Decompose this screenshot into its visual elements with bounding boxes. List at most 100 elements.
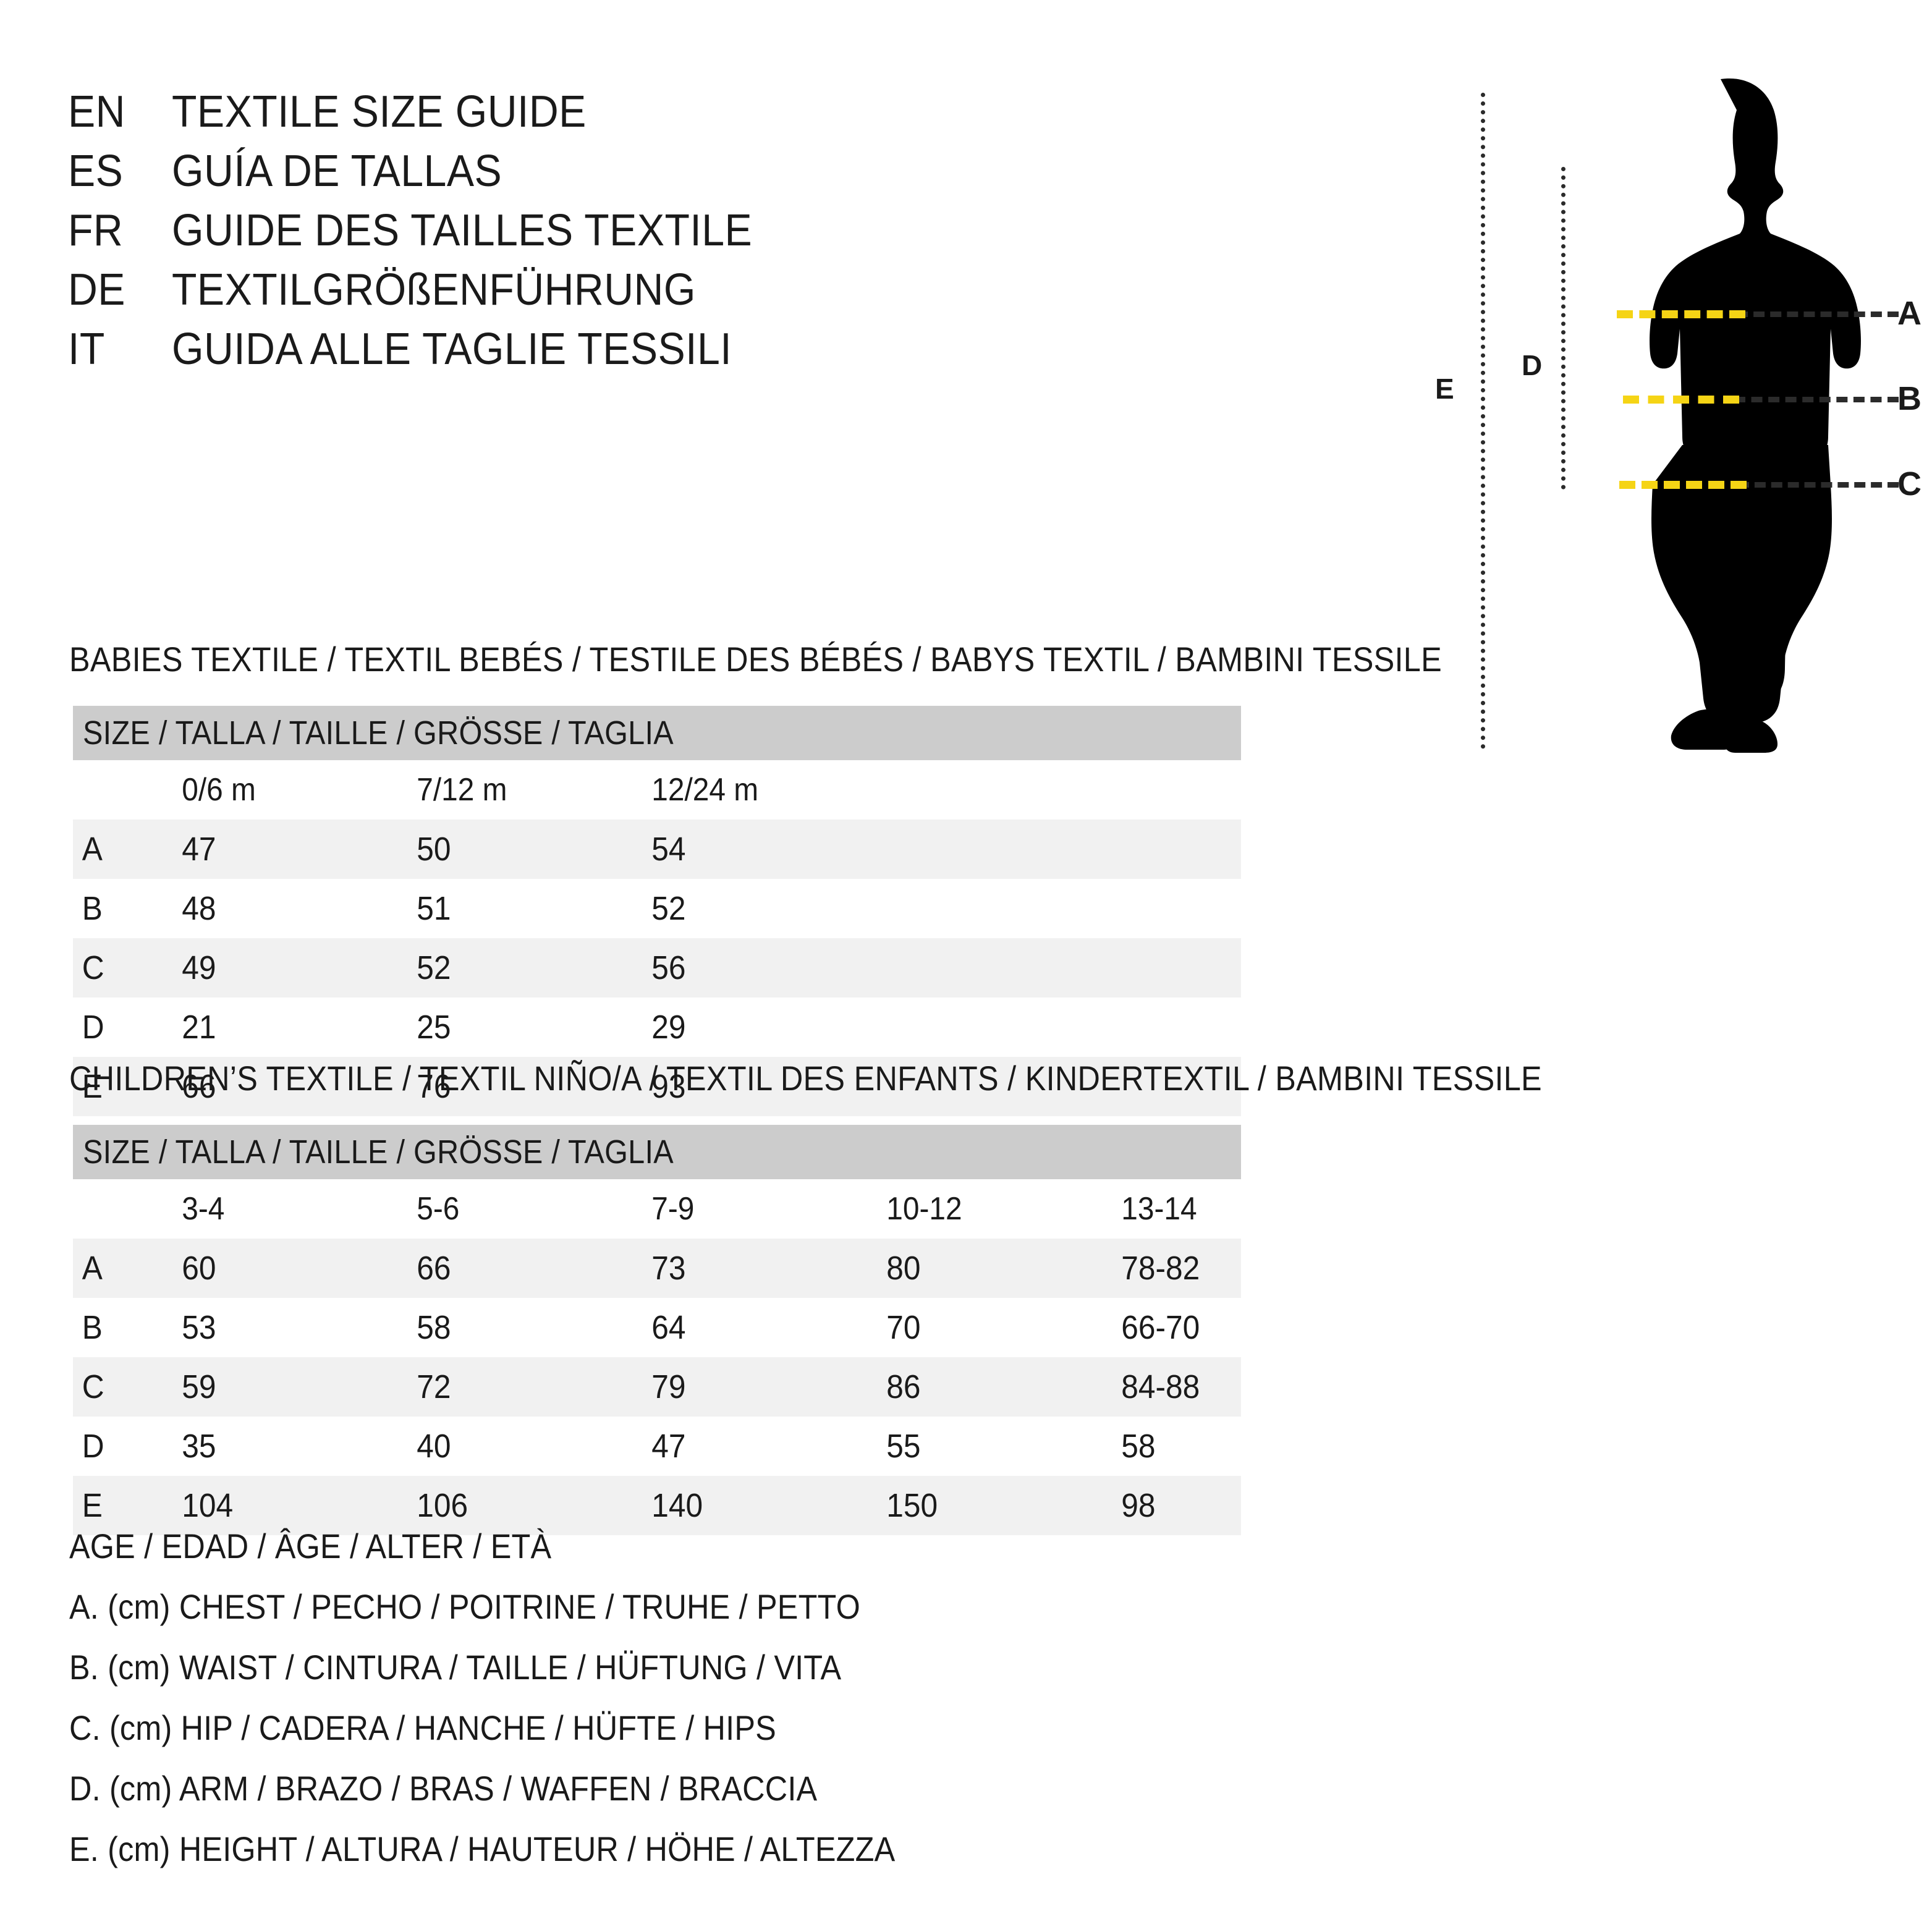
children-row-label-d: D <box>82 1428 104 1465</box>
table-row: D 21 25 29 <box>73 998 1241 1057</box>
language-code-en: EN <box>68 87 125 137</box>
table-row: A 47 50 54 <box>73 820 1241 879</box>
children-cell-a-4: 78-82 <box>1121 1250 1200 1287</box>
babies-cell-b-0: 48 <box>182 890 216 927</box>
language-title-list: EN TEXTILE SIZE GUIDE ES GUÍA DE TALLAS … <box>68 87 1057 383</box>
children-cell-d-3: 55 <box>886 1428 921 1465</box>
legend-item-d-text: D. (cm) ARM / BRAZO / BRAS / WAFFEN / BR… <box>69 1768 818 1808</box>
measurement-label-c: C <box>1897 465 1922 502</box>
waist-measurement-line <box>1623 396 1739 404</box>
children-cell-c-4: 84-88 <box>1121 1368 1200 1405</box>
children-cell-b-1: 58 <box>417 1309 451 1346</box>
table-row: E 66 76 93 <box>73 1057 1241 1116</box>
language-code-fr: FR <box>68 206 124 255</box>
babies-cell-a-1: 50 <box>417 831 451 868</box>
babies-cell-d-1: 25 <box>417 1009 451 1046</box>
children-cell-a-2: 73 <box>651 1250 686 1287</box>
children-cell-c-3: 86 <box>886 1368 921 1405</box>
table-row: A 60 66 73 80 78-82 <box>73 1239 1241 1298</box>
children-cell-c-1: 72 <box>417 1368 451 1405</box>
measurement-label-d: D <box>1522 349 1543 381</box>
child-silhouette-icon <box>1650 78 1861 753</box>
children-cell-a-3: 80 <box>886 1250 921 1287</box>
children-column-header-4: 13-14 <box>1121 1191 1197 1227</box>
language-row-en: EN TEXTILE SIZE GUIDE <box>68 87 1057 146</box>
waist-leader-line <box>1734 397 1899 402</box>
babies-cell-a-2: 54 <box>651 831 686 868</box>
hip-leader-line <box>1738 482 1899 488</box>
children-cell-a-1: 66 <box>417 1250 451 1287</box>
babies-cell-d-2: 29 <box>651 1009 686 1046</box>
language-row-es: ES GUÍA DE TALLAS <box>68 146 1057 205</box>
height-guide-line <box>1481 93 1485 749</box>
babies-cell-c-0: 49 <box>182 949 216 986</box>
babies-cell-c-1: 52 <box>417 949 451 986</box>
children-cell-e-1: 106 <box>417 1487 468 1524</box>
table-row: C 49 52 56 <box>73 938 1241 998</box>
legend-heading: AGE / EDAD / ÂGE / ALTER / ETÀ <box>69 1526 552 1566</box>
table-row: D 35 40 47 55 58 <box>73 1417 1241 1476</box>
children-cell-b-3: 70 <box>886 1309 921 1346</box>
babies-cell-d-0: 21 <box>182 1009 216 1046</box>
measurement-label-a: A <box>1897 295 1922 332</box>
babies-cell-e-2: 93 <box>651 1068 686 1105</box>
children-cell-e-2: 140 <box>651 1487 703 1524</box>
table-row: B 53 58 64 70 66-70 <box>73 1298 1241 1357</box>
language-code-it: IT <box>68 324 105 374</box>
table-row: C 59 72 79 86 84-88 <box>73 1357 1241 1417</box>
language-title-it: GUIDA ALLE TAGLIE TESSILI <box>172 324 732 374</box>
legend-item-b: B. (cm) WAIST / CINTURA / TAILLE / HÜFTU… <box>69 1637 1120 1697</box>
children-column-header-row: 3-4 5-6 7-9 10-12 13-14 <box>73 1179 1241 1239</box>
babies-column-header-1: 7/12 m <box>417 772 507 808</box>
language-title-es: GUÍA DE TALLAS <box>172 146 502 196</box>
legend-item-c: C. (cm) HIP / CADERA / HANCHE / HÜFTE / … <box>69 1697 1120 1758</box>
children-table-header-band: SIZE / TALLA / TAILLE / GRÖSSE / TAGLIA <box>73 1125 1241 1179</box>
babies-row-label-e: E <box>82 1068 103 1105</box>
babies-row-label-b: B <box>82 890 103 927</box>
babies-row-label-a: A <box>82 831 103 868</box>
language-row-de: DE TEXTILGRÖßENFÜHRUNG <box>68 265 1057 324</box>
chest-measurement-line <box>1617 310 1745 318</box>
children-row-label-e: E <box>82 1487 103 1524</box>
children-column-header-0: 3-4 <box>182 1191 225 1227</box>
language-code-es: ES <box>68 146 124 196</box>
language-code-de: DE <box>68 265 125 315</box>
babies-table-header-band: SIZE / TALLA / TAILLE / GRÖSSE / TAGLIA <box>73 706 1241 760</box>
children-cell-b-4: 66-70 <box>1121 1309 1200 1346</box>
legend-heading-row: AGE / EDAD / ÂGE / ALTER / ETÀ <box>69 1515 1120 1576</box>
babies-column-header-2: 12/24 m <box>651 772 759 808</box>
legend-item-a: A. (cm) CHEST / PECHO / POITRINE / TRUHE… <box>69 1576 1120 1637</box>
legend-item-d: D. (cm) ARM / BRAZO / BRAS / WAFFEN / BR… <box>69 1758 1120 1818</box>
babies-cell-a-0: 47 <box>182 831 216 868</box>
children-cell-e-3: 150 <box>886 1487 938 1524</box>
children-column-header-3: 10-12 <box>886 1191 962 1227</box>
measurement-label-b: B <box>1897 380 1922 417</box>
children-column-header-2: 7-9 <box>651 1191 695 1227</box>
legend-item-e-text: E. (cm) HEIGHT / ALTURA / HAUTEUR / HÖHE… <box>69 1829 896 1868</box>
babies-column-header-0: 0/6 m <box>182 772 256 808</box>
legend-item-e: E. (cm) HEIGHT / ALTURA / HAUTEUR / HÖHE… <box>69 1818 1120 1879</box>
children-cell-d-4: 58 <box>1121 1428 1156 1465</box>
table-row: E 104 106 140 150 98 <box>73 1476 1241 1535</box>
children-size-table: SIZE / TALLA / TAILLE / GRÖSSE / TAGLIA … <box>73 1125 1241 1535</box>
children-cell-d-0: 35 <box>182 1428 216 1465</box>
legend-item-b-text: B. (cm) WAIST / CINTURA / TAILLE / HÜFTU… <box>69 1647 842 1687</box>
children-section-title: CHILDREN’S TEXTILE / TEXTIL NIÑO/A / TEX… <box>69 1059 1542 1098</box>
legend-item-a-text: A. (cm) CHEST / PECHO / POITRINE / TRUHE… <box>69 1587 860 1626</box>
children-cell-c-0: 59 <box>182 1368 216 1405</box>
hip-measurement-line <box>1619 481 1747 489</box>
babies-cell-e-1: 76 <box>417 1068 451 1105</box>
chest-leader-line <box>1737 311 1899 317</box>
children-cell-e-4: 98 <box>1121 1487 1156 1524</box>
children-row-label-c: C <box>82 1368 104 1405</box>
measurement-legend: AGE / EDAD / ÂGE / ALTER / ETÀ A. (cm) C… <box>69 1515 1120 1879</box>
babies-row-label-d: D <box>82 1009 104 1046</box>
legend-item-c-text: C. (cm) HIP / CADERA / HANCHE / HÜFTE / … <box>69 1708 776 1747</box>
children-row-label-b: B <box>82 1309 103 1346</box>
babies-cell-b-2: 52 <box>651 890 686 927</box>
babies-cell-c-2: 56 <box>651 949 686 986</box>
children-column-header-1: 5-6 <box>417 1191 460 1227</box>
language-title-fr: GUIDE DES TAILLES TEXTILE <box>172 206 753 255</box>
children-cell-c-2: 79 <box>651 1368 686 1405</box>
